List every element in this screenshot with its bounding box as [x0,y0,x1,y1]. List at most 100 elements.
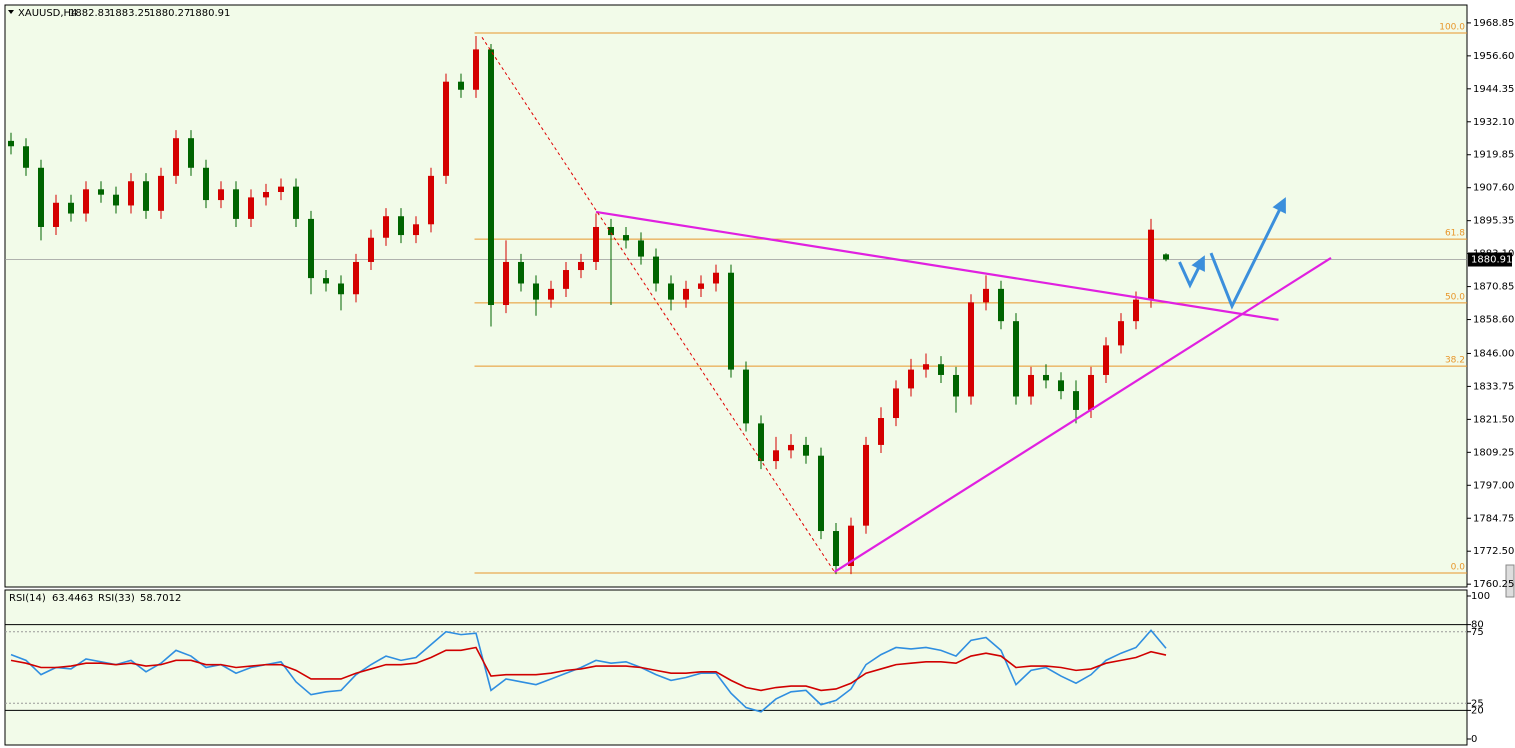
candle-body [1013,321,1019,397]
trendline [595,210,1279,321]
rsi-panel [4,589,1468,746]
candle-body [788,444,794,451]
candle-body [713,272,719,284]
candle-body [128,181,134,206]
y-tick-label: 1956.60 [1473,51,1514,62]
candle-body [158,175,164,211]
candle-body [518,261,524,284]
candle-body [263,192,269,198]
y-tick-label: 25 [1471,698,1484,709]
y-tick-label: 20 [1471,705,1484,716]
y-tick-label: 1968.85 [1473,18,1514,29]
candle-body [773,450,779,462]
candle-body [1133,299,1139,322]
y-tick-label: 1784.75 [1473,513,1514,524]
candle-body [668,283,674,300]
candle-body [1163,254,1169,260]
candle-body [848,525,854,567]
candle-body [623,235,629,241]
rsi-line [10,646,1167,692]
candle-body [983,288,989,303]
y-tick-label: 75 [1471,627,1484,638]
candle-body [743,369,749,424]
candle-body [188,138,194,168]
candle-body [818,455,824,532]
forecast-arrow [1209,197,1286,310]
candle-body [608,226,614,236]
last-price-tag [1468,252,1512,267]
rsi-line [10,629,1167,713]
y-tick-label: 1833.75 [1473,381,1514,392]
fib-label: 50.0 [1445,292,1465,302]
y-tick-label: 1907.60 [1473,183,1514,194]
candle-body [998,288,1004,322]
y-tick-label: 80 [1471,620,1484,631]
candle-body [1043,374,1049,381]
y-tick-label: 1932.10 [1473,117,1514,128]
last-low: 1880.27 [149,8,190,19]
symbol: XAUUSD,H4 [18,8,77,19]
candle-body [578,261,584,271]
scroll-handle[interactable] [1505,564,1515,598]
rsi-header: RSI(14) 63.4463 RSI(33) 58.7012 [9,593,181,604]
candle-body [383,216,389,238]
rsi-value: 58.7012 [140,593,181,604]
candle-body [953,374,959,397]
y-tick-label: 0 [1471,734,1477,745]
y-tick-label: 1809.25 [1473,447,1514,458]
candle-body [563,270,569,289]
last-high: 1883.25 [109,8,150,19]
y-tick-label: 1760.25 [1473,579,1514,590]
candle-body [218,189,224,201]
candle-body [758,423,764,462]
candle-body [458,81,464,90]
rsi-value: 63.4463 [52,593,93,604]
candle-body [803,444,809,456]
candle-body [533,283,539,300]
candle-body [893,388,899,419]
candle-body [698,283,704,289]
candle-body [368,237,374,262]
candle-body [353,261,359,295]
candle-body [53,202,59,227]
fib-label: 61.8 [1445,229,1465,239]
candle-body [248,197,254,219]
y-tick-label: 1821.50 [1473,414,1514,425]
candle-body [833,531,839,567]
rsi-name: RSI(33) [98,593,135,604]
candle-body [728,272,734,370]
candle-body [278,186,284,193]
candle-body [1073,391,1079,410]
menu-triangle[interactable] [8,10,14,14]
candle-body [113,194,119,206]
candle-body [968,302,974,397]
last-open: 1882.83 [69,8,110,19]
fib-label: 38.2 [1445,356,1465,366]
candle-body [863,444,869,526]
candle-body [503,261,509,306]
candle-body [413,224,419,236]
candle-body [323,278,329,284]
candle-body [908,369,914,389]
candle-body [1148,229,1154,300]
candle-body [443,81,449,176]
trendline [481,37,835,573]
y-tick-label: 1797.00 [1473,480,1514,491]
y-tick-label: 1870.85 [1473,282,1514,293]
candle-body [1088,374,1094,410]
candle-body [143,181,149,211]
candle-body [428,175,434,225]
candle-body [23,146,29,168]
candle-body [638,240,644,257]
y-tick-label: 1858.60 [1473,315,1514,326]
candle-body [338,283,344,295]
candle-body [593,226,599,262]
rsi-name: RSI(14) [9,593,46,604]
last-close: 1880.91 [189,8,230,19]
candle-body [98,189,104,195]
last-price-label: 1880.91 [1471,255,1512,266]
price-panel [4,4,1468,588]
candle-body [293,186,299,219]
candle-body [1028,374,1034,397]
